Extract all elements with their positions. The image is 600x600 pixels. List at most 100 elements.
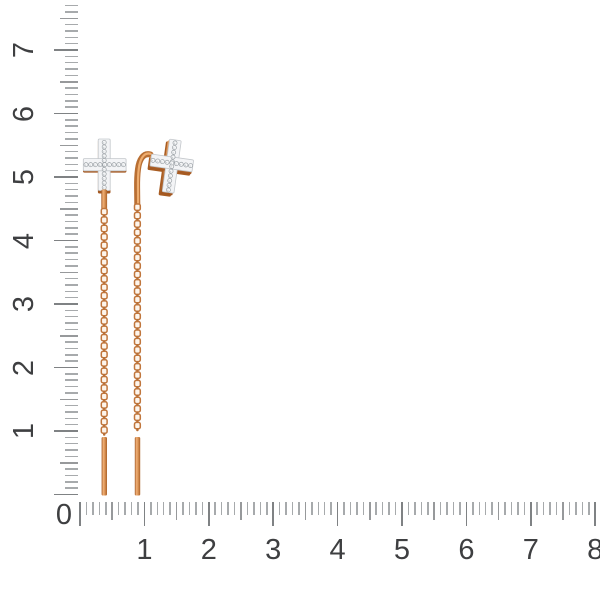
chain-link (133, 337, 142, 346)
pave-stone (171, 149, 177, 155)
vertical-ruler-tick (59, 335, 78, 337)
chain-link (133, 362, 142, 371)
pave-stone (188, 163, 194, 169)
horizontal-ruler-tick (266, 501, 268, 515)
vertical-ruler-tick (64, 474, 78, 477)
pave-stone (183, 162, 189, 168)
chain-link (133, 413, 142, 422)
horizontal-ruler-tick (117, 501, 120, 515)
pave-stone (155, 158, 161, 164)
pave-stone-facet (108, 164, 110, 166)
pave-stone-facet (170, 162, 172, 165)
horizontal-ruler-tick (510, 501, 513, 515)
vertical-ruler-tick (53, 366, 78, 369)
pave-stone-facet (172, 152, 174, 154)
chain-link (133, 421, 142, 430)
horizontal-ruler-tick (594, 501, 596, 526)
vertical-ruler-tick (64, 169, 78, 172)
pave-stone-facet (167, 189, 169, 192)
pave-stone-facet (122, 164, 124, 166)
right-cross-pave-stones (150, 140, 194, 193)
horizontal-ruler-tick (169, 501, 171, 515)
pave-stone-facet (173, 147, 175, 149)
pave-stone-facet (167, 184, 170, 187)
pave-stone (150, 157, 156, 163)
vertical-ruler-tick (64, 455, 78, 458)
vertical-ruler-tick (53, 493, 78, 496)
vertical-ruler-tick (53, 49, 78, 51)
vertical-ruler-tick (64, 347, 78, 350)
vertical-ruler-tick (64, 436, 78, 439)
chain-link (100, 350, 108, 359)
vertical-ruler-tick (64, 354, 78, 356)
vertical-ruler-tick (64, 106, 78, 108)
horizontal-ruler-tick (291, 501, 294, 515)
vertical-ruler-tick (64, 277, 78, 280)
vertical-ruler-tick (64, 315, 78, 318)
vertical-ruler-tick (64, 360, 78, 362)
left-earring-bail (101, 189, 108, 210)
chain-link (100, 249, 108, 258)
vertical-ruler-tick (64, 392, 78, 394)
horizontal-ruler-tick (555, 501, 558, 515)
vertical-ruler-tick (64, 290, 78, 293)
horizontal-ruler-tick (446, 501, 448, 515)
horizontal-ruler-tick (227, 501, 229, 515)
horizontal-ruler-tick (497, 501, 500, 520)
horizontal-ruler-number: 3 (265, 534, 282, 566)
pave-stone (101, 171, 107, 177)
right-earring (133, 138, 194, 496)
vertical-ruler-tick (64, 163, 78, 166)
horizontal-ruler-tick (162, 501, 165, 515)
pave-stone-facet (103, 169, 105, 171)
chain-link (100, 409, 108, 418)
horizontal-ruler-tick (407, 501, 410, 515)
pave-stone-facet (103, 151, 105, 153)
vertical-ruler-tick (64, 188, 78, 191)
horizontal-ruler-tick (542, 501, 545, 515)
chain-link (133, 278, 142, 287)
horizontal-ruler-tick (465, 501, 468, 526)
pave-stone (83, 162, 89, 168)
vertical-ruler-tick (64, 258, 78, 261)
pave-stone (101, 167, 107, 172)
vertical-ruler-tick (64, 42, 78, 45)
vertical-ruler-tick (64, 423, 78, 426)
chain-link (133, 388, 142, 396)
pave-stone-facet (173, 142, 176, 145)
pave-stone (168, 168, 174, 174)
horizontal-ruler-tick (201, 501, 204, 515)
vertical-ruler-tick (53, 239, 78, 242)
pave-stone (120, 162, 126, 168)
chain-link (133, 329, 142, 338)
horizontal-ruler-tick (304, 501, 307, 520)
horizontal-ruler-tick (343, 501, 345, 515)
chain-link (133, 320, 142, 329)
horizontal-ruler-tick (401, 501, 403, 526)
vertical-ruler-tick (64, 119, 78, 121)
chain-link (100, 300, 108, 309)
chain-link (133, 312, 142, 321)
chain-link-connector (103, 433, 106, 436)
chain-link (100, 392, 108, 401)
horizontal-ruler-tick (472, 501, 474, 515)
horizontal-ruler-tick (375, 501, 377, 515)
chain-link (100, 266, 108, 275)
chain-link (100, 291, 108, 300)
vertical-ruler-tick (59, 462, 78, 464)
horizontal-ruler-number: 5 (393, 534, 411, 566)
horizontal-ruler-tick (259, 501, 262, 515)
horizontal-ruler-tick (130, 501, 133, 515)
chain-link-connector (136, 428, 139, 432)
pave-stone (88, 162, 94, 168)
vertical-ruler-tick (64, 442, 78, 445)
vertical-ruler-tick (64, 341, 78, 343)
pave-stone-facet (175, 163, 177, 165)
pave-stone-facet (103, 160, 105, 162)
vertical-ruler-tick (64, 150, 78, 153)
chain-link (100, 232, 108, 241)
chain-link (100, 426, 108, 435)
pave-stone (169, 160, 175, 166)
horizontal-ruler-tick (253, 501, 255, 515)
